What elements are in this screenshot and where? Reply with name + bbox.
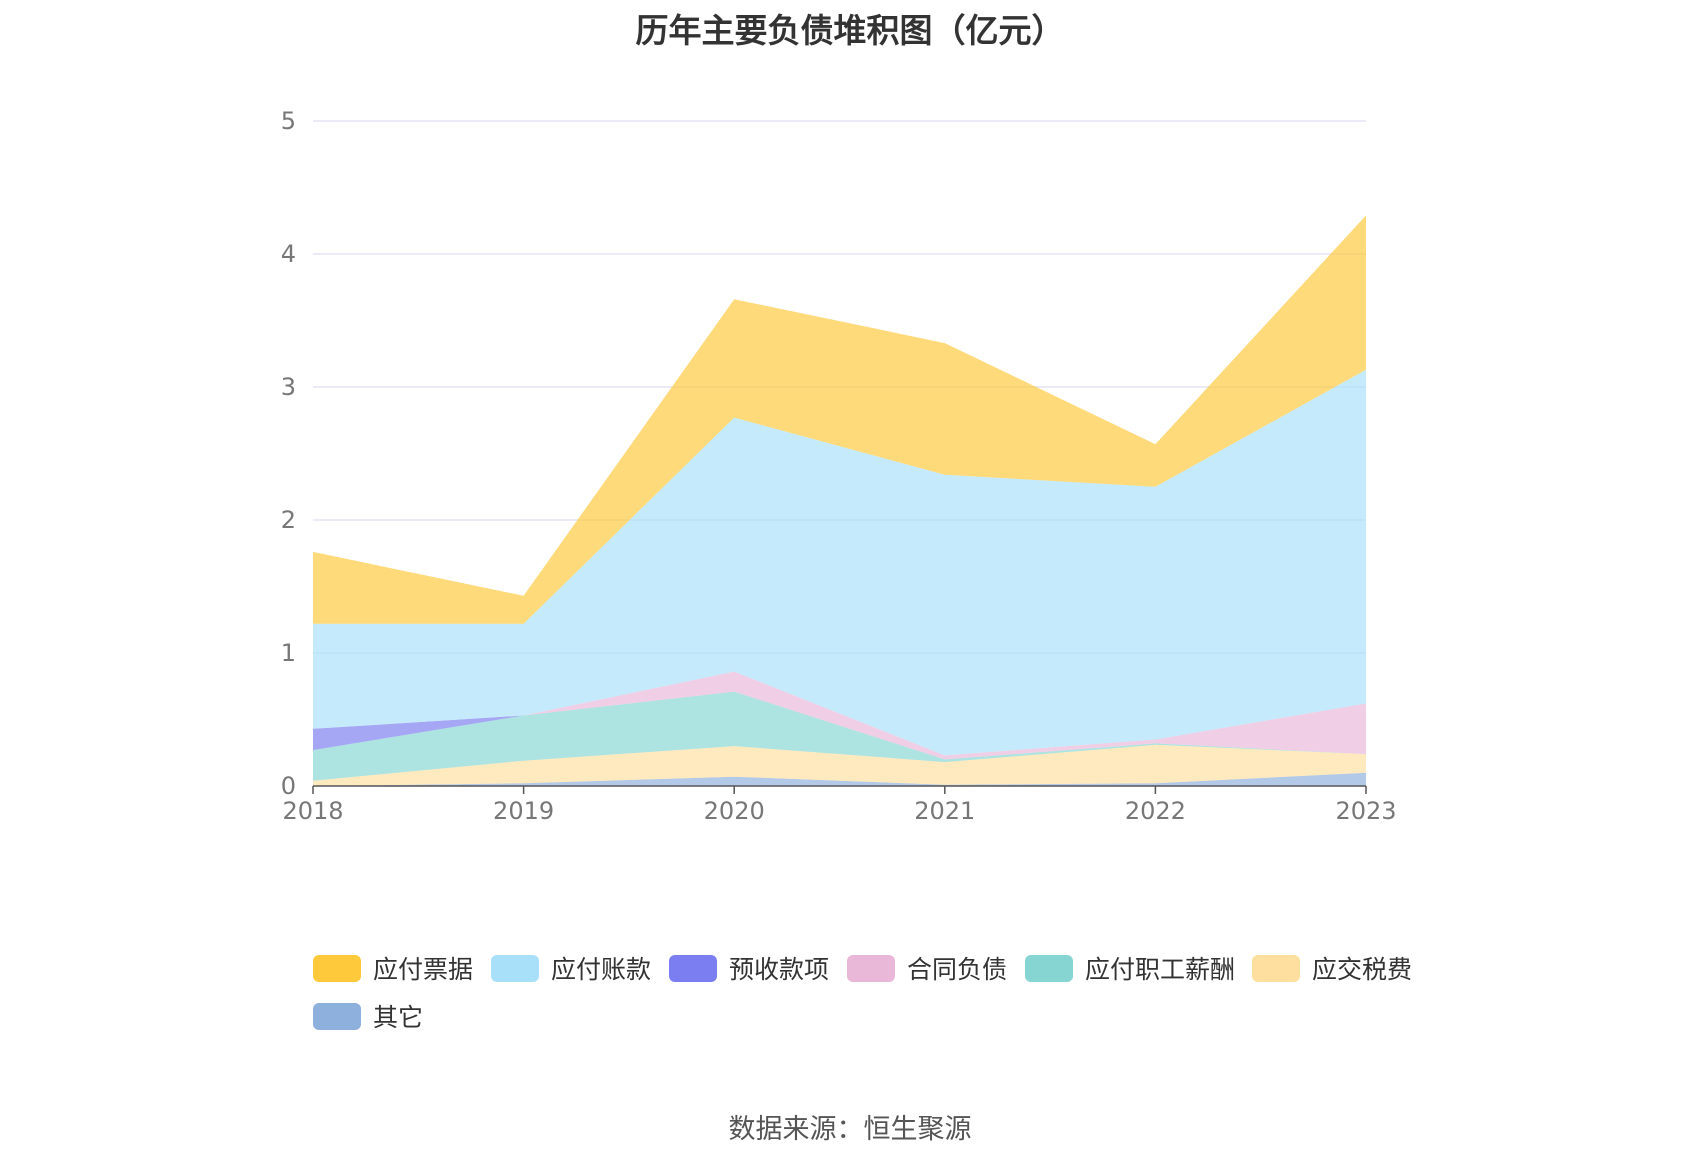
area-series-应付职工薪酬 <box>313 691 1366 781</box>
legend-label: 合同负债 <box>907 955 1008 984</box>
y-tick-label: 4 <box>281 240 296 268</box>
area-series-应交税费 <box>313 744 1366 786</box>
x-tick-label: 2023 <box>1335 797 1396 825</box>
legend-swatch <box>491 954 539 982</box>
legend-item[interactable]: 预收款项 <box>669 950 829 986</box>
legend-swatch <box>669 954 717 982</box>
data-source: 数据来源：恒生聚源 <box>728 1114 972 1145</box>
y-tick-label: 3 <box>281 373 296 401</box>
legend-item[interactable]: 应付职工薪酬 <box>1025 950 1235 986</box>
legend-item[interactable]: 应付票据 <box>313 950 473 986</box>
legend-label: 应付账款 <box>551 955 652 984</box>
area-series-应付账款 <box>313 369 1366 756</box>
legend-swatch <box>313 1002 361 1030</box>
legend-label: 其它 <box>373 1003 424 1032</box>
legend-label: 应付职工薪酬 <box>1085 955 1236 984</box>
y-tick-label: 1 <box>281 639 296 667</box>
legend-item[interactable]: 其它 <box>313 998 423 1034</box>
area-series-其它 <box>313 772 1366 786</box>
area-series-合同负债 <box>313 671 1366 760</box>
x-tick-label: 2021 <box>914 797 975 825</box>
axes: 0 1 2 3 4 5 2018 2019 2020 2021 2022 2023 <box>281 107 1397 825</box>
legend-item[interactable]: 应交税费 <box>1252 950 1412 986</box>
chart-title: 历年主要负债堆积图（亿元） <box>635 11 1065 50</box>
y-tick-label: 0 <box>281 772 296 800</box>
legend-label: 预收款项 <box>729 955 830 984</box>
x-tick-label: 2018 <box>282 797 343 825</box>
x-tick-label: 2020 <box>704 797 765 825</box>
area-series-应付票据 <box>313 215 1366 624</box>
legend-item[interactable]: 合同负债 <box>847 950 1007 986</box>
legend-swatch <box>1025 954 1073 982</box>
area-series <box>313 215 1366 786</box>
y-tick-label: 2 <box>281 506 296 534</box>
legend-item[interactable]: 应付账款 <box>491 950 651 986</box>
y-tick-label: 5 <box>281 107 296 135</box>
legend-label: 应交税费 <box>1312 955 1413 984</box>
x-tick-label: 2019 <box>493 797 554 825</box>
legend-swatch <box>313 954 361 982</box>
legend-swatch <box>847 954 895 982</box>
legend-label: 应付票据 <box>373 955 474 984</box>
legend-swatch <box>1252 954 1300 982</box>
x-tick-label: 2022 <box>1125 797 1186 825</box>
